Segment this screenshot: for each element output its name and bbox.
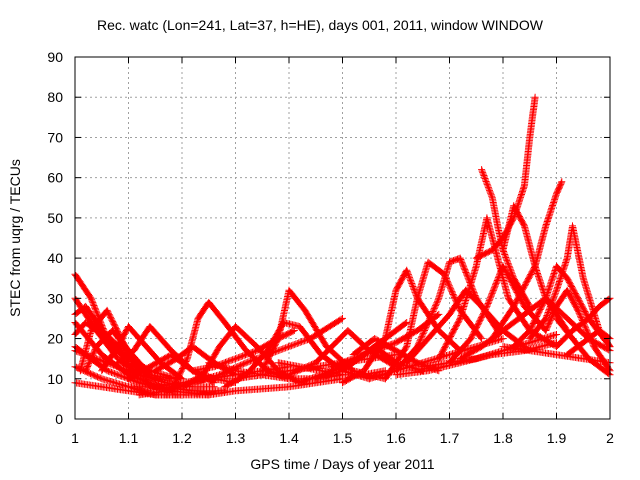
- x-tick-label: 1.8: [493, 430, 513, 446]
- x-tick-label: 1.3: [226, 430, 246, 446]
- chart-title: Rec. watc (Lon=241, Lat=37, h=HE), days …: [96, 17, 544, 33]
- series-markers: [392, 339, 560, 379]
- data-series: [488, 178, 566, 343]
- x-tick-label: 1.5: [333, 430, 353, 446]
- y-axis-label: STEC from uqrg / TECUs: [7, 159, 23, 317]
- x-tick-label: 1.9: [547, 430, 567, 446]
- data-series: [526, 222, 614, 351]
- y-tick-label: 80: [47, 89, 63, 105]
- x-axis-ticks: 1 1.1 1.2 1.3 1.4 1.5 1.6 1.7 1.8 1.9 2: [71, 57, 614, 446]
- data-points: [71, 93, 614, 399]
- series-markers: [563, 327, 614, 359]
- y-tick-label: 10: [47, 371, 63, 387]
- y-tick-label: 60: [47, 170, 63, 186]
- y-tick-label: 0: [55, 411, 63, 427]
- y-tick-label: 50: [47, 210, 63, 226]
- x-tick-label: 1.4: [279, 430, 299, 446]
- x-tick-label: 1.1: [119, 430, 139, 446]
- data-series: [392, 339, 560, 379]
- series-markers: [339, 266, 464, 387]
- x-tick-label: 1: [71, 430, 79, 446]
- series-markers: [488, 178, 566, 343]
- y-tick-label: 30: [47, 290, 63, 306]
- x-tick-label: 2: [606, 430, 614, 446]
- y-tick-label: 90: [47, 49, 63, 65]
- x-tick-label: 1.6: [386, 430, 406, 446]
- x-tick-label: 1.2: [172, 430, 192, 446]
- y-axis-ticks: 0 10 20 30 40 50 60 70 80 90: [47, 49, 610, 427]
- y-tick-label: 70: [47, 129, 63, 145]
- y-tick-label: 20: [47, 331, 63, 347]
- series-markers: [526, 222, 614, 351]
- y-tick-label: 40: [47, 250, 63, 266]
- x-axis-label: GPS time / Days of year 2011: [250, 456, 435, 472]
- x-tick-label: 1.7: [440, 430, 460, 446]
- data-series: [563, 327, 614, 359]
- data-series: [339, 266, 464, 387]
